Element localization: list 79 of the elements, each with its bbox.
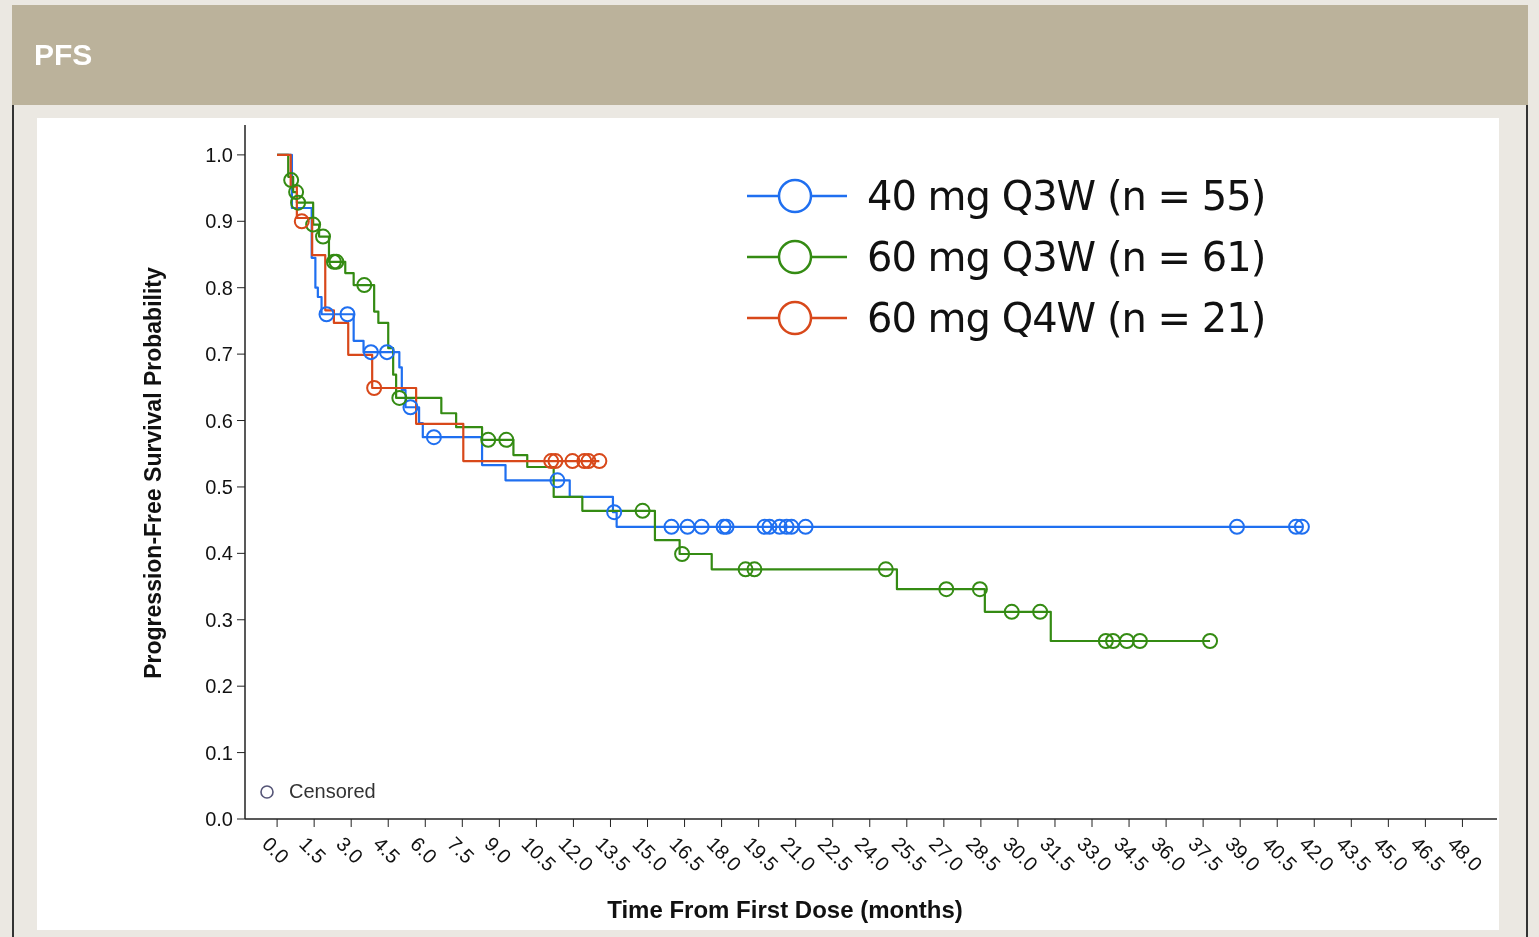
point bbox=[1202, 633, 1219, 650]
chart-title: PFS bbox=[34, 37, 93, 73]
y-tick-label: 0.8 bbox=[205, 276, 233, 299]
point bbox=[634, 502, 651, 519]
point bbox=[778, 518, 795, 535]
point bbox=[1097, 633, 1114, 650]
point bbox=[576, 453, 593, 470]
legend-label: 60 mg Q4W (n = 21) bbox=[867, 294, 1266, 341]
point bbox=[498, 431, 515, 448]
y-tick-label: 0.1 bbox=[205, 741, 233, 764]
x-tick-label: 0.0 bbox=[258, 832, 294, 868]
point bbox=[366, 379, 383, 396]
point bbox=[877, 561, 894, 578]
point bbox=[283, 172, 300, 189]
y-tick-label: 0.7 bbox=[205, 343, 233, 366]
point bbox=[378, 344, 395, 361]
point bbox=[480, 431, 497, 448]
point bbox=[756, 518, 773, 535]
point bbox=[674, 546, 691, 563]
point bbox=[549, 472, 566, 489]
point bbox=[315, 228, 332, 245]
point bbox=[663, 518, 680, 535]
point bbox=[746, 561, 763, 578]
point bbox=[797, 518, 814, 535]
point bbox=[1032, 603, 1049, 620]
point bbox=[362, 344, 379, 361]
point bbox=[679, 518, 696, 535]
point bbox=[1228, 518, 1245, 535]
y-tick-label: 0.5 bbox=[205, 475, 233, 498]
y-tick-label: 1.0 bbox=[205, 143, 233, 166]
x-tick-label: 4.5 bbox=[369, 832, 405, 868]
x-tick-label: 6.0 bbox=[406, 832, 442, 868]
point bbox=[771, 518, 788, 535]
x-axis-title: Time From First Dose (months) bbox=[607, 896, 963, 924]
point bbox=[971, 581, 988, 598]
point bbox=[1105, 633, 1121, 650]
point bbox=[318, 306, 335, 323]
point bbox=[1118, 633, 1135, 650]
x-tick-label: 40.5 bbox=[1258, 832, 1302, 876]
point bbox=[783, 518, 800, 535]
point bbox=[293, 213, 310, 230]
point bbox=[305, 216, 322, 233]
y-tick-label: 0.3 bbox=[205, 608, 233, 631]
point bbox=[761, 518, 778, 535]
y-tick-label: 0.9 bbox=[205, 210, 233, 233]
point bbox=[606, 504, 623, 521]
point bbox=[737, 561, 754, 578]
x-tick-label: 3.0 bbox=[332, 832, 368, 868]
x-tick-label: 46.5 bbox=[1406, 832, 1450, 876]
y-tick-label: 0.2 bbox=[205, 675, 233, 698]
point bbox=[564, 453, 581, 470]
point bbox=[356, 277, 373, 294]
point bbox=[290, 194, 307, 211]
point bbox=[693, 518, 710, 535]
point bbox=[1003, 603, 1020, 620]
x-tick-label: 1.5 bbox=[295, 832, 331, 868]
point bbox=[1293, 518, 1310, 535]
point bbox=[543, 453, 560, 470]
point bbox=[288, 184, 305, 201]
y-axis-title: Progression-Free Survival Probability bbox=[139, 267, 167, 679]
legend-label: 60 mg Q3W (n = 61) bbox=[867, 233, 1266, 280]
point bbox=[580, 453, 597, 470]
point bbox=[1131, 633, 1148, 650]
point bbox=[391, 389, 408, 406]
point bbox=[938, 581, 955, 598]
point bbox=[425, 429, 442, 446]
y-tick-label: 0.0 bbox=[205, 808, 233, 830]
x-tick-label: 43.5 bbox=[1332, 832, 1376, 876]
x-tick-label: 9.0 bbox=[480, 832, 516, 868]
point bbox=[1287, 518, 1304, 535]
y-tick-label: 0.4 bbox=[205, 542, 233, 565]
legend-label: 40 mg Q3W (n = 55) bbox=[867, 172, 1266, 219]
y-tick-label: 0.6 bbox=[205, 409, 233, 432]
annotation: Censored bbox=[289, 780, 376, 803]
point bbox=[591, 453, 608, 470]
point bbox=[402, 399, 419, 416]
point bbox=[339, 306, 356, 323]
point bbox=[547, 453, 564, 470]
x-tick-label: 7.5 bbox=[443, 832, 479, 868]
